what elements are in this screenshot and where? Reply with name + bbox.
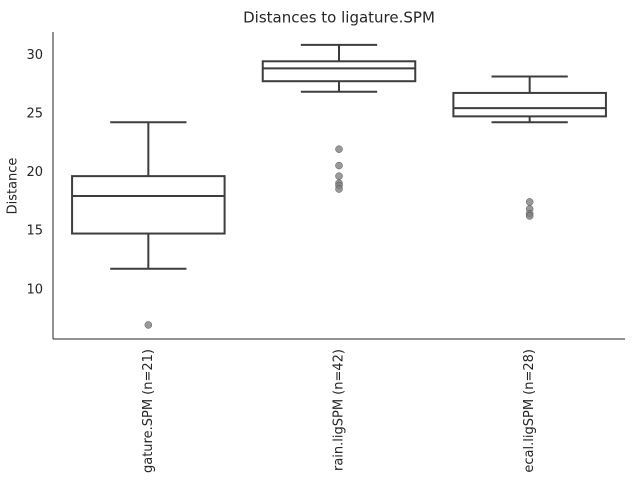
outlier (525, 198, 534, 206)
outlier (144, 321, 153, 329)
box (261, 60, 417, 83)
chart-title: Distances to ligature.SPM (243, 9, 435, 27)
x-tick-label: rain.ligSPM (n=42) (332, 349, 347, 471)
box (71, 175, 226, 235)
outlier (335, 172, 343, 180)
y-tick-label: 25 (26, 107, 43, 122)
outlier (525, 212, 534, 220)
outlier (335, 145, 343, 153)
y-tick-label: 20 (26, 165, 43, 180)
y-tick-label: 15 (26, 224, 43, 239)
y-axis-label: Distance (6, 158, 21, 215)
y-tick-label: 30 (26, 48, 43, 63)
y-tick-label: 10 (26, 282, 43, 297)
x-tick-label: gature.SPM (n=21) (141, 349, 156, 473)
x-tick-label: ecal.ligSPM (n=28) (522, 349, 537, 473)
outlier (335, 185, 343, 193)
outlier (335, 161, 343, 170)
box (452, 91, 607, 118)
